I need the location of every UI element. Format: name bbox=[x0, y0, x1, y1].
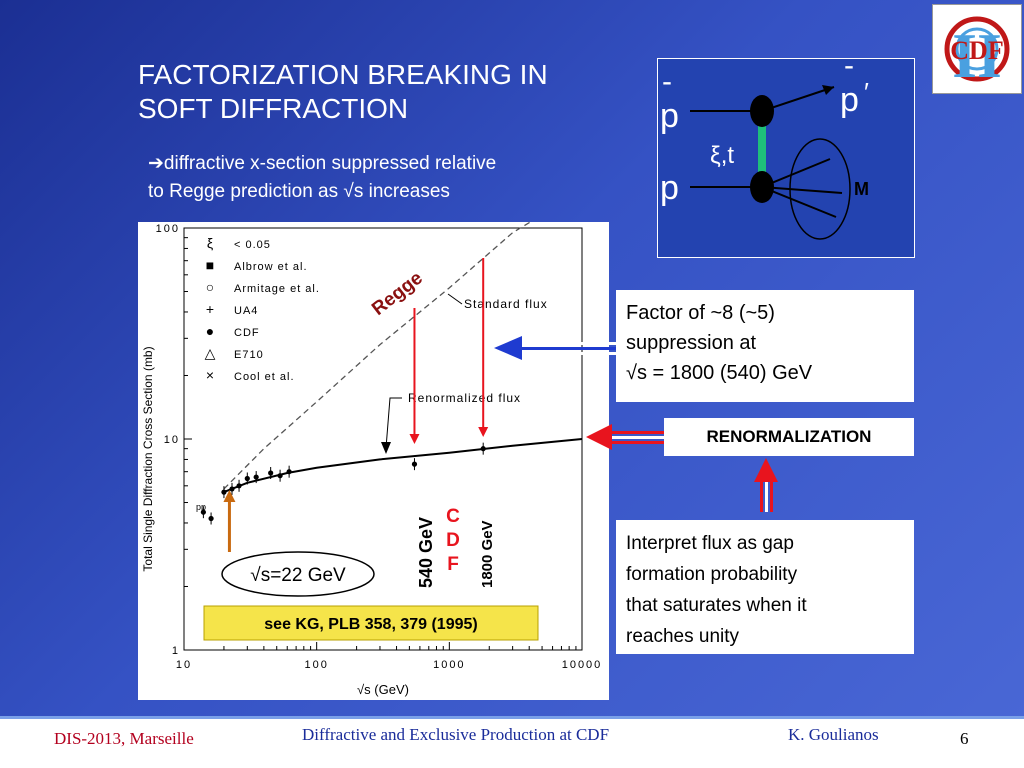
y-tick-label: 10 bbox=[164, 434, 180, 446]
data-point bbox=[244, 475, 250, 482]
standard-flux-curve bbox=[223, 190, 583, 490]
pbar-bar: - bbox=[662, 65, 672, 98]
renormalized-flux-pointer bbox=[385, 397, 402, 449]
factor-line-1: Factor of ~8 (~5) bbox=[626, 302, 775, 324]
legend-marker: △ bbox=[205, 345, 216, 361]
legend-marker: ■ bbox=[206, 257, 214, 273]
y-axis-label: Total Single Diffraction Cross Section (… bbox=[141, 346, 155, 571]
sqrt-s-22-oval bbox=[221, 551, 375, 597]
pbar-label: p bbox=[660, 97, 679, 135]
interp-line-4: reaches unity bbox=[626, 626, 740, 647]
footer-page-number: 6 bbox=[960, 729, 969, 748]
x-axis-label: √s (GeV) bbox=[357, 682, 409, 697]
footer-divider bbox=[0, 716, 1024, 719]
data-point bbox=[411, 461, 418, 467]
data-point bbox=[236, 483, 242, 489]
footer-talk-title: Diffractive and Exclusive Production at … bbox=[302, 725, 610, 744]
subtitle-line-1: diffractive x-section suppressed relativ… bbox=[163, 153, 497, 174]
exchange-label: ξ,t bbox=[710, 142, 734, 169]
diffraction-diagram: - p - p ′ p ξ,t M bbox=[657, 49, 915, 258]
reference-box bbox=[203, 605, 539, 641]
x-tick-label: 100 bbox=[304, 659, 328, 671]
prime-mark: ′ bbox=[864, 77, 869, 107]
standard-flux-pointer bbox=[447, 293, 463, 305]
regge-label: Regge bbox=[368, 268, 427, 320]
x-tick-label: 1000 bbox=[433, 659, 465, 671]
cdf-540-arrow-head bbox=[409, 434, 420, 444]
data-point bbox=[200, 509, 206, 515]
logo-text: CDF bbox=[950, 36, 1003, 65]
y-tick-label: 1 bbox=[172, 645, 180, 657]
x-tick-label: 10000 bbox=[562, 659, 603, 671]
renormalized-flux-pointer-head bbox=[381, 442, 391, 454]
legend-label: CDF bbox=[234, 327, 260, 339]
cross-section-plot: 10 100 1000 10000 1 10 100 √s (GeV) Total Single… bbox=[138, 190, 609, 700]
slide-title: FACTORIZATION BREAKING IN SOFT DIFFRACTI… bbox=[138, 58, 658, 126]
legend-label: UA4 bbox=[234, 305, 258, 317]
legend-marker: + bbox=[206, 301, 214, 317]
legend-label: Armitage et al. bbox=[234, 283, 320, 295]
standard-flux-label: Standard flux bbox=[464, 297, 548, 311]
data-point bbox=[286, 469, 292, 475]
cdf-540-label: 540 GeV bbox=[416, 517, 436, 588]
red-arrow-head-up bbox=[754, 458, 778, 482]
sqrt-s-22-arrow-head bbox=[223, 490, 236, 502]
factor-line-2: suppression at bbox=[626, 332, 757, 354]
data-point bbox=[253, 474, 259, 480]
legend-label: < 0.05 bbox=[234, 239, 271, 251]
data-point bbox=[229, 486, 235, 492]
footer-author: K. Goulianos bbox=[788, 725, 879, 744]
renormalized-flux-label: Renormalized flux bbox=[408, 391, 521, 405]
data-point bbox=[277, 473, 283, 479]
cdf-logo: II CDF bbox=[932, 4, 1022, 94]
arrow-icon: ➔ bbox=[148, 153, 164, 174]
data-point bbox=[480, 446, 486, 452]
legend-label: Albrow et al. bbox=[234, 261, 308, 273]
factor-line-3: √s = 1800 (540) GeV bbox=[626, 362, 813, 384]
cdf-letter: F bbox=[447, 554, 459, 575]
sqrt-s-22-label: √s=22 GeV bbox=[250, 565, 346, 586]
pp-label: pp bbox=[196, 502, 206, 512]
pbar-prime-bar: - bbox=[844, 59, 854, 82]
cdf-letter: D bbox=[446, 530, 460, 551]
logo-numeral: II bbox=[952, 20, 1002, 91]
subtitle: ➔diffractive x-section suppressed relati… bbox=[148, 150, 648, 206]
subtitle-line-2: to Regge prediction as √s increases bbox=[148, 181, 450, 202]
renormalization-label: RENORMALIZATION bbox=[664, 418, 914, 456]
y-tick-label: 100 bbox=[156, 223, 180, 235]
title-line-1: FACTORIZATION BREAKING IN bbox=[138, 59, 548, 90]
interpretation-callout: Interpret flux as gap formation probabil… bbox=[616, 520, 914, 654]
legend-label: E710 bbox=[234, 349, 264, 361]
p-label: p bbox=[660, 169, 679, 207]
cdf-letter: C bbox=[446, 506, 460, 527]
legend-marker: × bbox=[206, 367, 214, 383]
legend-marker: ● bbox=[206, 323, 214, 339]
title-line-2: SOFT DIFFRACTION bbox=[138, 93, 409, 124]
x-tick-label: 10 bbox=[176, 659, 192, 671]
data-point bbox=[268, 470, 274, 476]
cdf-1800-label: 1800 GeV bbox=[479, 520, 496, 588]
factor-callout: Factor of ~8 (~5) suppression at √s = 18… bbox=[616, 290, 914, 402]
cdf-1800-arrow-head bbox=[478, 427, 489, 437]
interp-line-2: formation probability bbox=[626, 564, 798, 585]
interp-line-3: that saturates when it bbox=[626, 595, 807, 616]
legend-marker: ξ bbox=[207, 235, 213, 251]
legend-marker: ○ bbox=[206, 279, 214, 295]
reference-label: see KG, PLB 358, 379 (1995) bbox=[264, 616, 477, 633]
renormalized-flux-curve bbox=[223, 438, 583, 494]
data-point bbox=[221, 489, 227, 495]
mass-label: M bbox=[854, 179, 869, 199]
data-point bbox=[208, 515, 214, 522]
pbar-prime-label: p bbox=[840, 81, 859, 119]
legend-label: Cool et al. bbox=[234, 371, 295, 383]
footer-conference: DIS-2013, Marseille bbox=[54, 729, 194, 748]
interp-line-1: Interpret flux as gap bbox=[626, 533, 794, 554]
footer: DIS-2013, Marseille Diffractive and Excl… bbox=[0, 719, 1024, 768]
